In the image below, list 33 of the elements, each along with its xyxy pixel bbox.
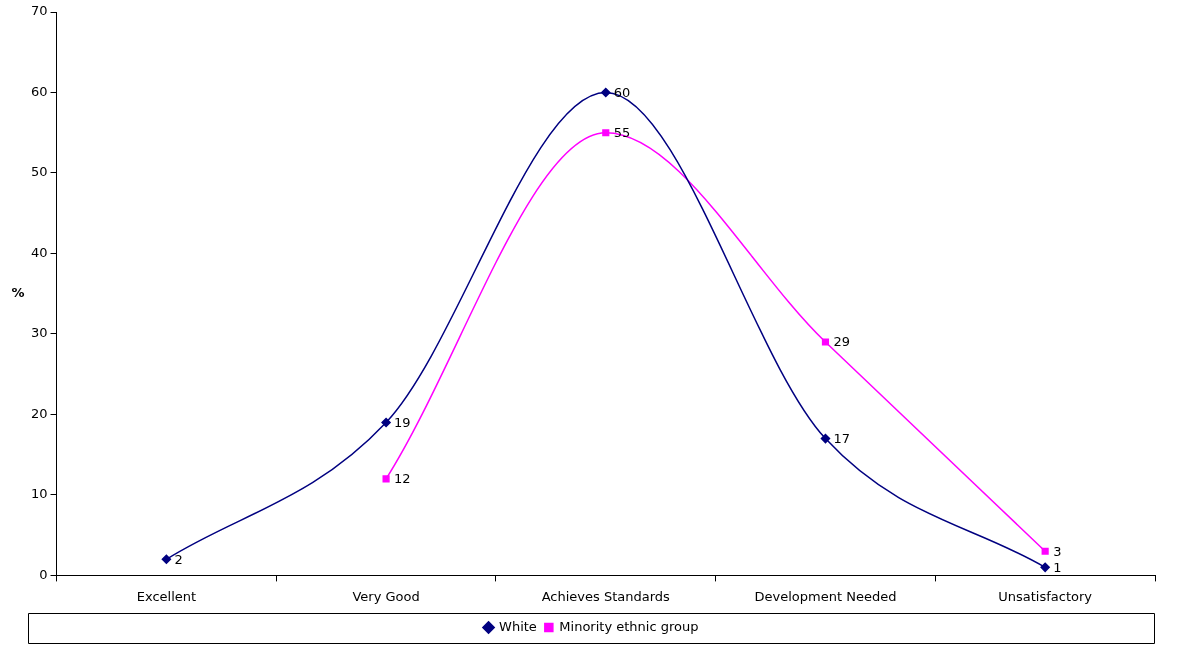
y-tick-label: 60: [31, 83, 48, 99]
y-tick-label: 10: [31, 486, 48, 502]
x-tick-label: Unsatisfactory: [998, 588, 1093, 604]
data-label: 17: [833, 430, 851, 446]
point: [1041, 547, 1049, 555]
point: [602, 129, 610, 137]
x-tick-label: Very Good: [352, 588, 420, 604]
point: [601, 87, 611, 98]
data-label: 12: [394, 471, 411, 487]
data-label: 2: [174, 551, 183, 567]
x-tick-label: Achieves Standards: [541, 588, 671, 604]
legend-label: Minority ethnic group: [559, 618, 699, 634]
data-label: 3: [1053, 543, 1062, 559]
point: [161, 554, 172, 565]
y-tick-label: 20: [31, 405, 48, 421]
y-tick-label: 50: [31, 164, 48, 180]
point: [381, 417, 391, 428]
y-tick-label: 40: [31, 244, 48, 260]
y-tick-label: 30: [31, 325, 48, 341]
data-label: 29: [833, 334, 851, 350]
data-label: 60: [613, 84, 631, 100]
y-tick-label: 0: [39, 566, 48, 582]
y-tick-label: 70: [31, 3, 48, 19]
point: [820, 433, 831, 444]
data-label: 1: [1053, 559, 1062, 575]
point: [382, 475, 390, 483]
x-tick-label: Development Needed: [754, 588, 897, 604]
x-tick-label: Excellent: [136, 588, 197, 604]
legend-label: White: [499, 618, 537, 634]
point: [821, 338, 830, 346]
y-axis-title: %: [11, 285, 25, 301]
data-label: 19: [394, 414, 411, 430]
point: [1040, 562, 1050, 573]
